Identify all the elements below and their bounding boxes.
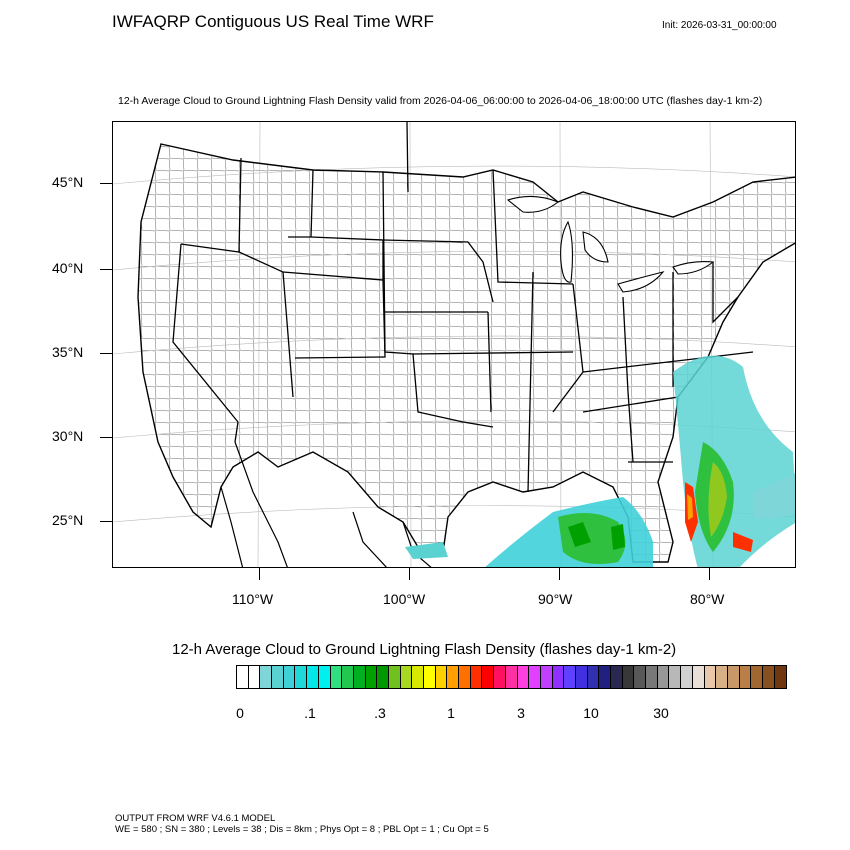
lon-label-100: 100°W [383, 591, 426, 607]
lon-label-90: 90°W [538, 591, 573, 607]
lightning-density-field [405, 355, 795, 567]
colorbar-swatch [272, 666, 284, 688]
lat-tick [100, 353, 112, 354]
colorbar-swatch [330, 666, 343, 688]
colorbar-swatch [739, 666, 752, 688]
colorbar-swatch [517, 666, 530, 688]
colorbar-swatch [482, 666, 495, 688]
colorbar-swatch [318, 666, 331, 688]
init-time-label: Init: 2026-03-31_00:00:00 [662, 20, 777, 31]
colorbar-swatch [762, 666, 775, 688]
model-info-line-2: WE = 580 ; SN = 380 ; Levels = 38 ; Dis … [115, 824, 489, 835]
colorbar-swatch [727, 666, 740, 688]
lat-label-40: 40°N [52, 260, 84, 276]
model-info-line-1: OUTPUT FROM WRF V4.6.1 MODEL [115, 813, 276, 824]
colorbar-swatch [494, 666, 506, 688]
lon-tick [559, 568, 560, 580]
lon-tick [409, 568, 410, 580]
colorbar-swatch [412, 666, 424, 688]
colorbar-swatch [248, 666, 261, 688]
colorbar-swatch [237, 666, 249, 688]
lat-tick [100, 521, 112, 522]
colorbar-label: .1 [304, 705, 316, 721]
lat-label-25: 25°N [52, 512, 84, 528]
colorbar-swatch [751, 666, 763, 688]
colorbar-swatch [307, 666, 319, 688]
lat-label-35: 35°N [52, 344, 84, 360]
colorbar-swatch [692, 666, 705, 688]
colorbar-swatch [611, 666, 623, 688]
lat-tick [100, 437, 112, 438]
colorbar-swatch [646, 666, 658, 688]
colorbar-swatch [342, 666, 354, 688]
colorbar-label: 3 [517, 705, 525, 721]
great-lakes [506, 195, 715, 293]
lat-label-45: 45°N [52, 174, 84, 190]
colorbar-swatch [470, 666, 483, 688]
colorbar-swatch [447, 666, 460, 688]
colorbar-swatch [424, 666, 436, 688]
colorbar-swatch [435, 666, 448, 688]
graticule [113, 122, 795, 567]
colorbar-label: 1 [447, 705, 455, 721]
lat-tick [100, 183, 112, 184]
map-canvas [113, 122, 795, 567]
colorbar-label: 10 [583, 705, 599, 721]
colorbar-swatch [669, 666, 682, 688]
colorbar-swatch [295, 666, 308, 688]
colorbar-swatch [704, 666, 717, 688]
colorbar-swatch [353, 666, 366, 688]
colorbar-swatch [552, 666, 565, 688]
colorbar-swatch [634, 666, 647, 688]
main-title: IWFAQRP Contiguous US Real Time WRF [112, 12, 434, 31]
model-info: OUTPUT FROM WRF V4.6.1 MODEL WE = 580 ; … [115, 813, 489, 835]
colorbar [236, 665, 788, 689]
colorbar-swatch [377, 666, 389, 688]
colorbar-swatch [657, 666, 670, 688]
colorbar-swatch [529, 666, 541, 688]
colorbar-swatch [599, 666, 611, 688]
colorbar-swatch [400, 666, 413, 688]
colorbar-swatch [459, 666, 471, 688]
lon-tick [259, 568, 260, 580]
lon-label-80: 80°W [690, 591, 725, 607]
colorbar-label: 30 [653, 705, 669, 721]
colorbar-label: 0 [236, 705, 244, 721]
colorbar-swatch [365, 666, 378, 688]
colorbar-swatch [564, 666, 576, 688]
lat-tick [100, 269, 112, 270]
plot-title: 12-h Average Cloud to Ground Lightning F… [118, 95, 763, 107]
colorbar-swatch [774, 666, 787, 688]
colorbar-swatch [505, 666, 518, 688]
map-panel [112, 121, 796, 568]
lat-label-30: 30°N [52, 428, 84, 444]
colorbar-swatch [540, 666, 553, 688]
colorbar-swatch [681, 666, 693, 688]
colorbar-swatch [388, 666, 401, 688]
colorbar-title: 12-h Average Cloud to Ground Lightning F… [172, 641, 677, 658]
lon-label-110: 110°W [232, 591, 274, 607]
colorbar-swatch [587, 666, 600, 688]
lon-tick [709, 568, 710, 580]
colorbar-swatch [716, 666, 728, 688]
colorbar-label: .3 [374, 705, 386, 721]
state-boundaries [172, 122, 754, 493]
colorbar-swatch [283, 666, 296, 688]
colorbar-swatch [575, 666, 588, 688]
colorbar-swatch [622, 666, 635, 688]
colorbar-swatch [260, 666, 273, 688]
